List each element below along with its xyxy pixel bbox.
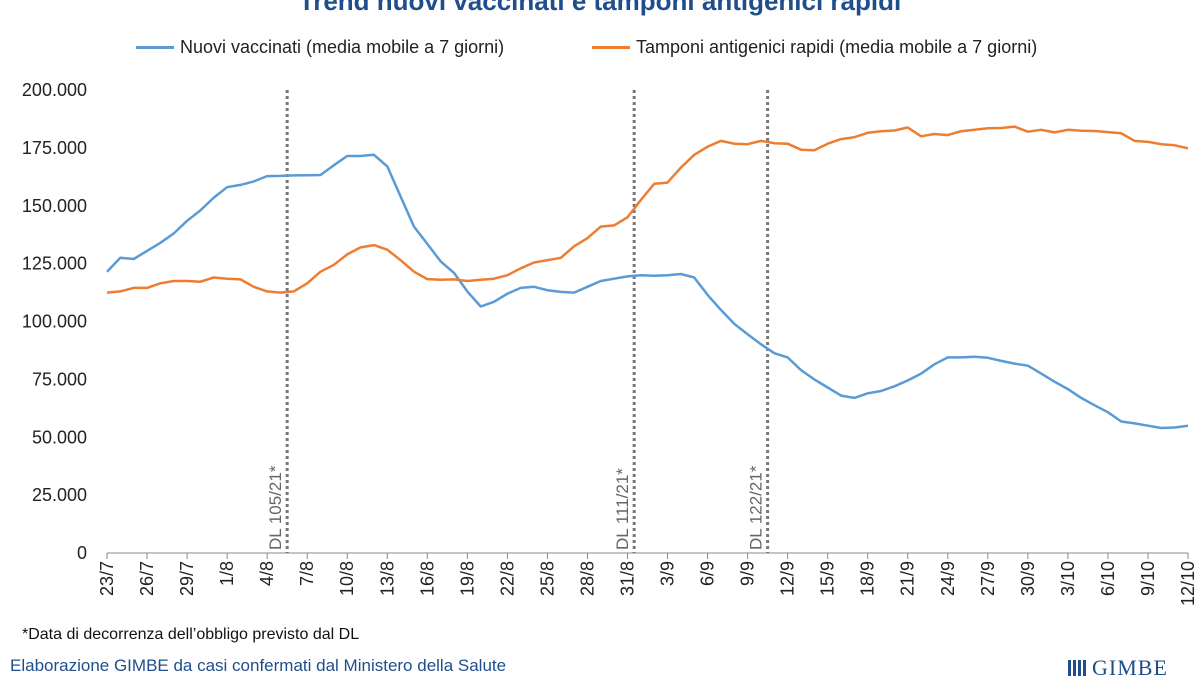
footnote: *Data di decorrenza dell’obbligo previst…: [22, 626, 360, 643]
source-credits: Elaborazione GIMBE da casi confermati da…: [10, 656, 507, 675]
x-tick-label: 24/9: [938, 561, 958, 596]
x-tick-label: 22/8: [497, 561, 517, 596]
x-tick-label: 27/9: [978, 561, 998, 596]
x-tick-label: 3/9: [658, 561, 678, 586]
series-line-vaccinati: [106, 153, 1189, 430]
x-tick-label: 18/9: [858, 561, 878, 596]
x-tick-label: 6/9: [698, 561, 718, 586]
x-tick-label: 12/10: [1178, 561, 1198, 606]
x-tick-label: 7/8: [297, 561, 317, 586]
y-tick-label: 150.000: [22, 196, 87, 216]
series-line-tamponi: [106, 125, 1189, 294]
legend-item-tamponi: Tamponi antigenici rapidi (media mobile …: [592, 36, 1037, 58]
x-tick-label: 6/10: [1098, 561, 1118, 596]
y-tick-label: 25.000: [32, 485, 87, 505]
legend-swatch-vaccinati: [136, 45, 174, 49]
x-tick-label: 10/8: [337, 561, 357, 596]
x-tick-label: 9/9: [738, 561, 758, 586]
x-tick-label: 30/9: [1018, 561, 1038, 596]
x-tick-label: 31/8: [617, 561, 637, 596]
x-tick-label: 13/8: [377, 561, 397, 596]
x-tick-label: 26/7: [137, 561, 157, 596]
x-tick-label: 3/10: [1058, 561, 1078, 596]
x-tick-label: 29/7: [177, 561, 197, 596]
x-tick-label: 21/9: [898, 561, 918, 596]
brand-logo: GIMBE: [1068, 655, 1168, 681]
x-tick-label: 16/8: [417, 561, 437, 596]
x-tick-label: 23/7: [97, 561, 117, 596]
y-tick-label: 0: [77, 543, 87, 563]
x-tick-label: 9/10: [1138, 561, 1158, 596]
legend-label-tamponi: Tamponi antigenici rapidi (media mobile …: [636, 36, 1038, 57]
y-tick-label: 50.000: [32, 427, 87, 447]
legend-swatch-tamponi: [592, 45, 630, 49]
logo-mark-icon: [1068, 660, 1088, 676]
y-tick-label: 75.000: [32, 369, 87, 389]
x-tick-label: 15/9: [818, 561, 838, 596]
legend-item-vaccinati: Nuovi vaccinati (media mobile a 7 giorni…: [136, 36, 504, 58]
y-tick-label: 125.000: [22, 254, 87, 274]
x-tick-label: 4/8: [257, 561, 277, 586]
y-tick-label: 100.000: [22, 312, 87, 332]
x-tick-label: 12/9: [778, 561, 798, 596]
x-tick-label: 19/8: [457, 561, 477, 596]
y-tick-label: 175.000: [22, 138, 87, 158]
legend-label-vaccinati: Nuovi vaccinati (media mobile a 7 giorni…: [180, 36, 505, 57]
y-tick-label: 200.000: [22, 80, 87, 100]
reference-line-label: DL 105/21*: [266, 465, 285, 550]
x-tick-label: 1/8: [217, 561, 237, 586]
brand-name: GIMBE: [1092, 655, 1168, 680]
reference-line-label: DL 111/21*: [613, 468, 632, 550]
reference-line-label: DL 122/21*: [747, 465, 766, 550]
x-tick-label: 25/8: [537, 561, 557, 596]
chart-title: Trend nuovi vaccinati e tamponi antigeni…: [298, 0, 902, 16]
x-tick-label: 28/8: [577, 561, 597, 596]
